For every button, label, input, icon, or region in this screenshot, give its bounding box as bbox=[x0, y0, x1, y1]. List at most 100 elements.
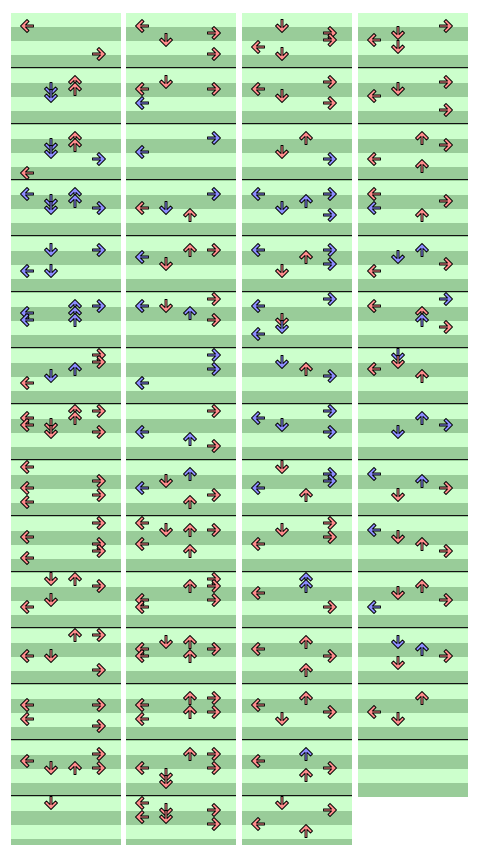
down-arrow-icon bbox=[43, 144, 59, 160]
column-1 bbox=[11, 13, 121, 845]
beat-stripe bbox=[242, 293, 352, 307]
beat-stripe bbox=[358, 657, 468, 671]
beat-stripe bbox=[126, 363, 236, 377]
beat-stripe bbox=[11, 629, 121, 643]
beat-stripe bbox=[242, 587, 352, 601]
beat-stripe bbox=[126, 741, 236, 755]
right-arrow-icon bbox=[322, 151, 338, 167]
down-arrow-icon bbox=[43, 242, 59, 258]
up-arrow-icon bbox=[67, 137, 83, 153]
beat-stripe bbox=[126, 195, 236, 209]
beat-stripe bbox=[358, 727, 468, 741]
beat-stripe bbox=[126, 13, 236, 27]
right-arrow-icon bbox=[438, 74, 454, 90]
beat-stripe bbox=[126, 139, 236, 153]
up-arrow-icon bbox=[182, 690, 198, 706]
measure-line bbox=[11, 739, 121, 740]
left-arrow-icon bbox=[366, 298, 382, 314]
up-arrow-icon bbox=[414, 641, 430, 657]
down-arrow-icon bbox=[158, 774, 174, 790]
beat-stripe bbox=[126, 797, 236, 811]
beat-stripe bbox=[242, 573, 352, 587]
measure-line bbox=[11, 571, 121, 572]
beat-stripe bbox=[11, 83, 121, 97]
beat-stripe bbox=[11, 419, 121, 433]
measure-line bbox=[242, 67, 352, 68]
beat-stripe bbox=[126, 55, 236, 69]
measure-line bbox=[11, 123, 121, 124]
beat-stripe bbox=[358, 139, 468, 153]
right-arrow-icon bbox=[322, 473, 338, 489]
beat-stripe bbox=[126, 615, 236, 629]
right-arrow-icon bbox=[206, 592, 222, 608]
beat-stripe bbox=[242, 643, 352, 657]
down-arrow-icon bbox=[43, 417, 59, 433]
beat-stripe bbox=[11, 811, 121, 825]
left-arrow-icon bbox=[366, 263, 382, 279]
left-arrow-icon bbox=[134, 424, 150, 440]
measure-line bbox=[126, 739, 236, 740]
up-arrow-icon bbox=[182, 746, 198, 762]
left-arrow-icon bbox=[366, 32, 382, 48]
left-arrow-icon bbox=[19, 417, 35, 433]
beat-stripe bbox=[126, 559, 236, 573]
beat-stripe bbox=[242, 69, 352, 83]
beat-stripe bbox=[358, 167, 468, 181]
beat-stripe bbox=[242, 307, 352, 321]
beat-stripe bbox=[11, 167, 121, 181]
beat-stripe bbox=[358, 55, 468, 69]
beat-stripe bbox=[358, 615, 468, 629]
up-arrow-icon bbox=[67, 760, 83, 776]
beat-stripe bbox=[358, 349, 468, 363]
beat-stripe bbox=[358, 27, 468, 41]
down-arrow-icon bbox=[390, 585, 406, 601]
measure-line bbox=[242, 347, 352, 348]
beat-stripe bbox=[242, 713, 352, 727]
measure-line bbox=[126, 515, 236, 516]
beat-stripe bbox=[126, 153, 236, 167]
beat-stripe bbox=[126, 181, 236, 195]
up-arrow-icon bbox=[67, 361, 83, 377]
down-arrow-icon bbox=[274, 88, 290, 104]
beat-stripe bbox=[242, 377, 352, 391]
left-arrow-icon bbox=[250, 186, 266, 202]
measure-line bbox=[126, 235, 236, 236]
right-arrow-icon bbox=[206, 690, 222, 706]
up-arrow-icon bbox=[298, 361, 314, 377]
beat-stripe bbox=[242, 517, 352, 531]
measure-line bbox=[11, 347, 121, 348]
beat-stripe bbox=[358, 335, 468, 349]
down-arrow-icon bbox=[43, 137, 59, 153]
beat-stripe bbox=[242, 671, 352, 685]
left-arrow-icon bbox=[250, 585, 266, 601]
beat-stripe bbox=[126, 251, 236, 265]
right-arrow-icon bbox=[91, 354, 107, 370]
beat-stripe bbox=[242, 433, 352, 447]
measure-line bbox=[358, 459, 468, 460]
beat-stripe bbox=[242, 111, 352, 125]
down-arrow-icon bbox=[390, 347, 406, 363]
beat-stripe bbox=[11, 671, 121, 685]
up-arrow-icon bbox=[298, 193, 314, 209]
left-arrow-icon bbox=[134, 809, 150, 825]
beat-stripe bbox=[11, 699, 121, 713]
right-arrow-icon bbox=[322, 291, 338, 307]
beat-stripe bbox=[126, 223, 236, 237]
left-arrow-icon bbox=[250, 326, 266, 342]
beat-stripe bbox=[358, 503, 468, 517]
beat-stripe bbox=[11, 559, 121, 573]
measure-line bbox=[126, 459, 236, 460]
measure-line bbox=[242, 627, 352, 628]
beat-stripe bbox=[11, 657, 121, 671]
up-arrow-icon bbox=[298, 249, 314, 265]
beat-stripe bbox=[11, 69, 121, 83]
down-arrow-icon bbox=[43, 81, 59, 97]
left-arrow-icon bbox=[19, 697, 35, 713]
beat-stripe bbox=[126, 727, 236, 741]
left-arrow-icon bbox=[250, 816, 266, 832]
left-arrow-icon bbox=[250, 39, 266, 55]
left-arrow-icon bbox=[19, 263, 35, 279]
down-arrow-icon bbox=[274, 18, 290, 34]
up-arrow-icon bbox=[182, 578, 198, 594]
beat-stripe bbox=[242, 335, 352, 349]
